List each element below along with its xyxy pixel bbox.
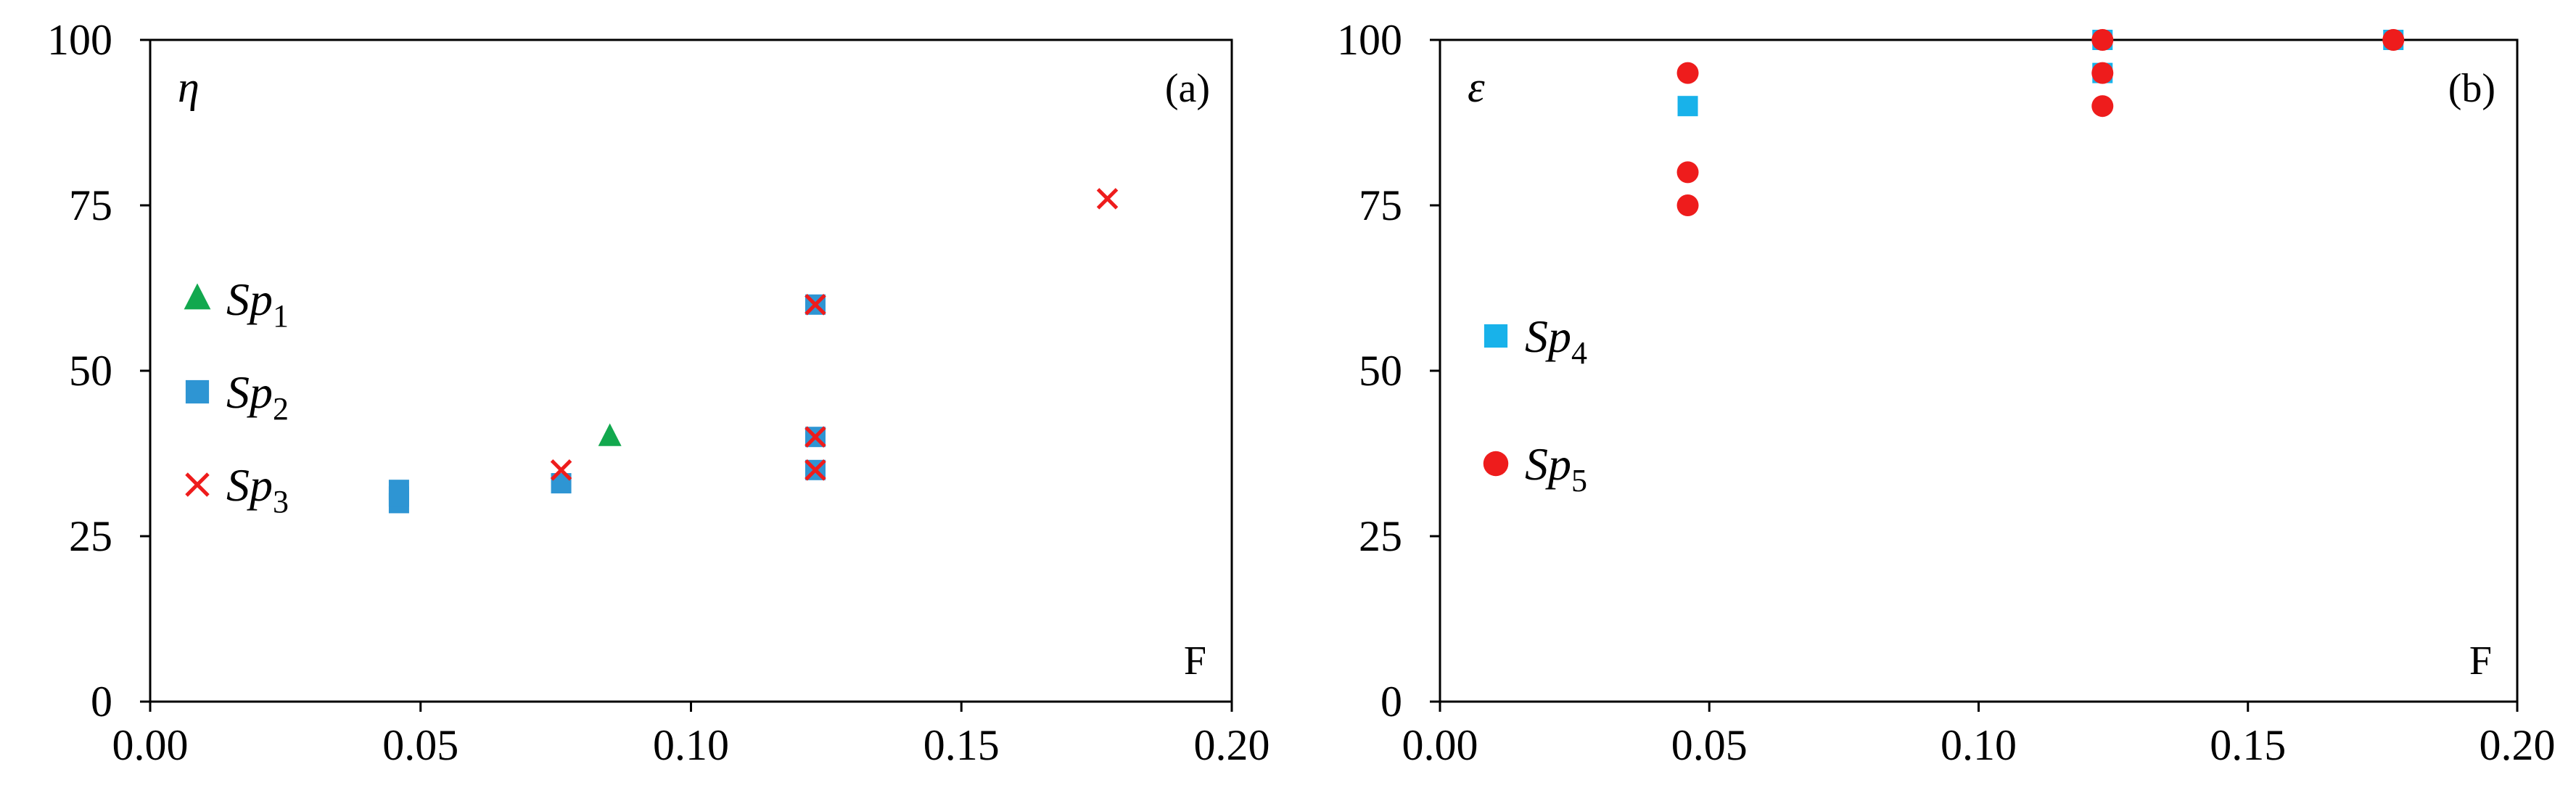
y-tick-label: 75 (1359, 181, 1402, 229)
legend-label-sp5: Sp5 (1525, 438, 1587, 498)
data-point-sp5 (2382, 29, 2405, 51)
legend-subscript: 5 (1571, 463, 1587, 498)
plot-frame (1439, 38, 2519, 703)
data-point-sp3-stroke-b (805, 426, 826, 448)
legend-label-sp1: Sp1 (226, 274, 289, 334)
x-tick-label: 0.10 (1941, 721, 2017, 769)
x-tick-label: 0.15 (2210, 721, 2286, 769)
data-point-sp5 (1676, 194, 1699, 216)
data-point-sp3 (550, 459, 572, 481)
y-axis-label: η (178, 63, 199, 111)
x-tick-label: 0.20 (2480, 721, 2556, 769)
y-tick-label: 50 (69, 347, 112, 395)
panel-label: (b) (2448, 66, 2495, 111)
x-axis-label: F (2469, 638, 2492, 683)
legend-label-sp3: Sp3 (226, 459, 289, 520)
chart-panel-a: 0.00 0.05 0.10 0.15 0.20 0 25 50 75 100 (a) η F Sp1 Sp… (47, 16, 1270, 769)
data-point-sp3 (805, 294, 826, 316)
x-tick-label: 0.20 (1194, 721, 1270, 769)
x-axis-label: F (1184, 638, 1206, 683)
data-point-sp3 (1096, 188, 1119, 210)
legend-marker-sp2 (185, 379, 210, 404)
legend-marker-sp5 (1483, 451, 1509, 477)
panel-label: (a) (1165, 66, 1210, 111)
legend-label-sp4: Sp4 (1525, 311, 1587, 371)
y-tick-label: 75 (69, 181, 112, 229)
x-tick-label: 0.05 (382, 721, 458, 769)
legend-marker-sp1 (184, 283, 211, 310)
legend-subscript: 3 (273, 484, 289, 520)
data-point-sp3-stroke-b (1096, 188, 1119, 210)
data-point-sp3-stroke-b (550, 459, 572, 481)
data-point-sp5 (1676, 62, 1699, 84)
x-tick-label: 0.05 (1671, 721, 1748, 769)
chart-panel-b: 0.00 0.05 0.10 0.15 0.20 0 25 50 75 100 (b) ε F Sp4 Sp… (1337, 16, 2556, 769)
legend-subscript: 1 (273, 298, 289, 334)
data-point-sp3 (805, 426, 826, 448)
y-tick-label: 0 (91, 678, 112, 726)
legend-marker-sp3-stroke-b (185, 472, 210, 497)
data-point-sp5 (2091, 29, 2114, 51)
y-tick-label: 25 (69, 512, 112, 560)
data-point-sp2 (388, 480, 409, 501)
legend-subscript: 4 (1571, 335, 1587, 371)
data-point-sp5 (2091, 62, 2114, 84)
legend-marker-sp3 (185, 472, 210, 497)
data-point-sp1 (598, 423, 622, 446)
y-tick-label: 100 (1337, 16, 1402, 64)
data-point-sp5 (1676, 161, 1699, 184)
x-tick-label: 0.10 (653, 721, 729, 769)
y-tick-label: 0 (1380, 678, 1402, 726)
x-tick-label: 0.15 (923, 721, 1000, 769)
data-point-sp3-stroke-b (805, 459, 826, 481)
x-tick-label: 0.00 (112, 721, 189, 769)
legend-marker-sp4 (1484, 324, 1508, 348)
data-point-sp4 (1677, 96, 1698, 117)
data-point-sp3 (805, 459, 826, 481)
legend-label-sp2: Sp2 (226, 366, 289, 427)
y-tick-label: 100 (47, 16, 112, 64)
y-axis-label: ε (1468, 63, 1485, 111)
x-tick-label: 0.00 (1402, 721, 1478, 769)
plot-frame (149, 38, 1233, 703)
y-tick-label: 25 (1359, 512, 1402, 560)
y-tick-label: 50 (1359, 347, 1402, 395)
data-point-sp5 (2091, 95, 2114, 118)
data-point-sp3-stroke-b (805, 294, 826, 316)
legend-subscript: 2 (273, 391, 289, 427)
